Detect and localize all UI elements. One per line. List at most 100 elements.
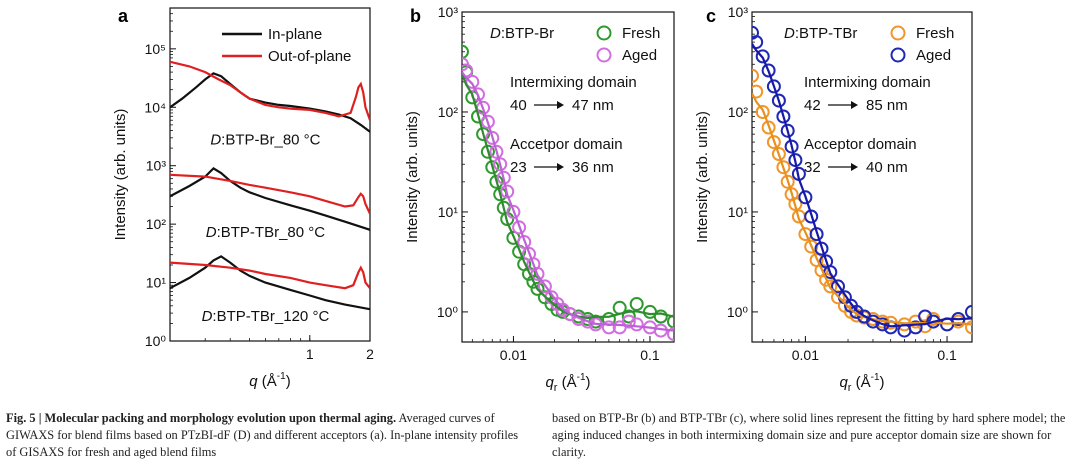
data-point	[629, 297, 644, 311]
data-point	[771, 93, 786, 108]
panel-letter: b	[410, 6, 421, 26]
data-point	[804, 239, 819, 254]
x-axis-label-close: )	[880, 374, 885, 391]
fit-line	[462, 73, 674, 320]
x-axis-label-variable: q	[249, 373, 258, 390]
legend-marker	[596, 25, 612, 41]
data-point	[755, 105, 770, 119]
plot-frame	[461, 11, 675, 343]
annotation-italic: D	[210, 132, 221, 149]
domain-label: Intermixing domain	[510, 74, 637, 91]
panel-letter: a	[118, 6, 129, 26]
data-point	[480, 144, 495, 159]
series-line	[170, 173, 370, 215]
data-point	[766, 79, 781, 94]
y-tick-label: 10³	[438, 4, 459, 20]
data-point	[601, 320, 616, 335]
y-tick-label: 10⁰	[437, 304, 459, 320]
series-line	[170, 255, 370, 311]
data-point	[752, 25, 759, 40]
domain-to: 40 nm	[866, 159, 908, 176]
annotation-text: :BTP-Br_80 °C	[221, 132, 321, 149]
legend-marker	[596, 47, 612, 63]
data-point	[965, 304, 972, 319]
data-point	[965, 320, 972, 335]
y-tick-label: 10²	[728, 104, 749, 120]
data-point	[761, 63, 776, 78]
annotation-text: :BTP-TBr_80 °C	[217, 224, 326, 241]
legend-label: Out-of-plane	[268, 48, 351, 65]
plot-area: 10⁰ 10¹ 10² 10³ 0.01 0.1 Intensity (arb. units…	[694, 4, 973, 394]
x-tick-label: 0.1	[937, 347, 957, 363]
data-point	[530, 281, 545, 296]
caption-left-column: Fig. 5 | Molecular packing and morpholog…	[6, 410, 526, 461]
data-point	[814, 241, 829, 256]
panel-header-italic: D	[784, 25, 795, 42]
series-group	[752, 25, 972, 338]
data-point	[780, 174, 795, 189]
domain-to: 85 nm	[866, 97, 908, 114]
domain-from: 23	[510, 159, 527, 176]
data-point	[629, 317, 644, 332]
y-tick-label: 10¹	[728, 204, 749, 220]
panel-c: c 10⁰ 10¹ 10² 10³ 0.01 0.1 Intensity (arb. uni…	[694, 4, 973, 394]
fit-line	[462, 71, 674, 332]
x-axis-label-exponent: -1	[277, 371, 286, 382]
caption-text-left: Averaged curves of GIWAXS for blend film…	[6, 411, 519, 459]
y-tick-label: 10⁵	[145, 41, 166, 57]
x-axis-label-subscript: r	[848, 382, 852, 394]
series-line	[170, 60, 370, 121]
annotation-text: :BTP-TBr_120 °C	[212, 308, 329, 325]
data-point	[823, 265, 838, 280]
plot-area: 10⁰ 10¹ 10² 10³ 0.01 0.1 Intensity (arb. units…	[404, 4, 675, 394]
data-point	[465, 74, 480, 89]
curve-annotation: D:BTP-Br_80 °C	[210, 132, 320, 149]
data-point	[667, 327, 674, 342]
data-point	[476, 127, 491, 142]
domain-to: 36 nm	[572, 159, 614, 176]
data-point	[621, 314, 636, 329]
data-point	[908, 320, 923, 335]
x-axis-label: q (Å-1)	[249, 371, 290, 390]
data-point	[462, 44, 469, 59]
domain-to: 47 nm	[572, 97, 614, 114]
y-axis-label: Intensity (arb. units)	[112, 109, 129, 241]
data-point	[761, 120, 776, 135]
panel-letter: c	[706, 6, 716, 26]
arrow-head-icon	[851, 101, 858, 109]
data-point	[798, 190, 813, 205]
x-axis-label-unit: (Å	[851, 374, 870, 391]
data-point	[784, 139, 799, 154]
series-line	[170, 72, 370, 133]
x-axis-label-variable: q	[545, 374, 554, 391]
fit-line	[752, 43, 972, 328]
data-point	[506, 204, 521, 219]
annotation-italic: D	[202, 308, 213, 325]
data-point	[755, 49, 770, 64]
data-point	[489, 144, 504, 159]
data-point	[780, 123, 795, 138]
data-point	[555, 302, 570, 317]
y-tick-label: 10²	[146, 216, 167, 232]
x-tick-label: 2	[366, 346, 374, 362]
data-point	[823, 279, 838, 294]
legend-label: In-plane	[268, 26, 322, 43]
y-tick-label: 10¹	[146, 275, 167, 291]
panel-b: b 10⁰ 10¹ 10² 10³ 0.01 0.1 Intensity (arb. uni…	[404, 4, 675, 394]
arrow-head-icon	[851, 163, 858, 171]
data-point	[580, 314, 595, 329]
x-axis-label: qr (Å-1)	[545, 372, 590, 394]
legend-label: Fresh	[916, 25, 954, 42]
legend-marker	[890, 47, 906, 63]
figure-caption: Fig. 5 | Molecular packing and morpholog…	[6, 410, 1074, 472]
legend-label: Aged	[916, 47, 951, 64]
caption-right-column: based on BTP-Br (b) and BTP-TBr (c), whe…	[552, 410, 1074, 461]
x-tick-label: 0.1	[640, 347, 660, 363]
domain-label: Acceptor domain	[804, 136, 917, 153]
y-tick-label: 10¹	[438, 204, 459, 220]
curve-annotation: D:BTP-TBr_80 °C	[206, 224, 326, 241]
x-axis-label-close: )	[586, 374, 591, 391]
curve-annotation: D:BTP-TBr_120 °C	[202, 308, 330, 325]
arrow-head-icon	[557, 163, 564, 171]
panel-a: a 10⁰ 10¹ 10² 10³ 10⁴ 10⁵ 1 2 Intensity (arb. un…	[112, 6, 374, 390]
